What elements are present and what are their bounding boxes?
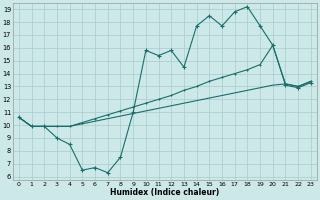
X-axis label: Humidex (Indice chaleur): Humidex (Indice chaleur): [110, 188, 220, 197]
